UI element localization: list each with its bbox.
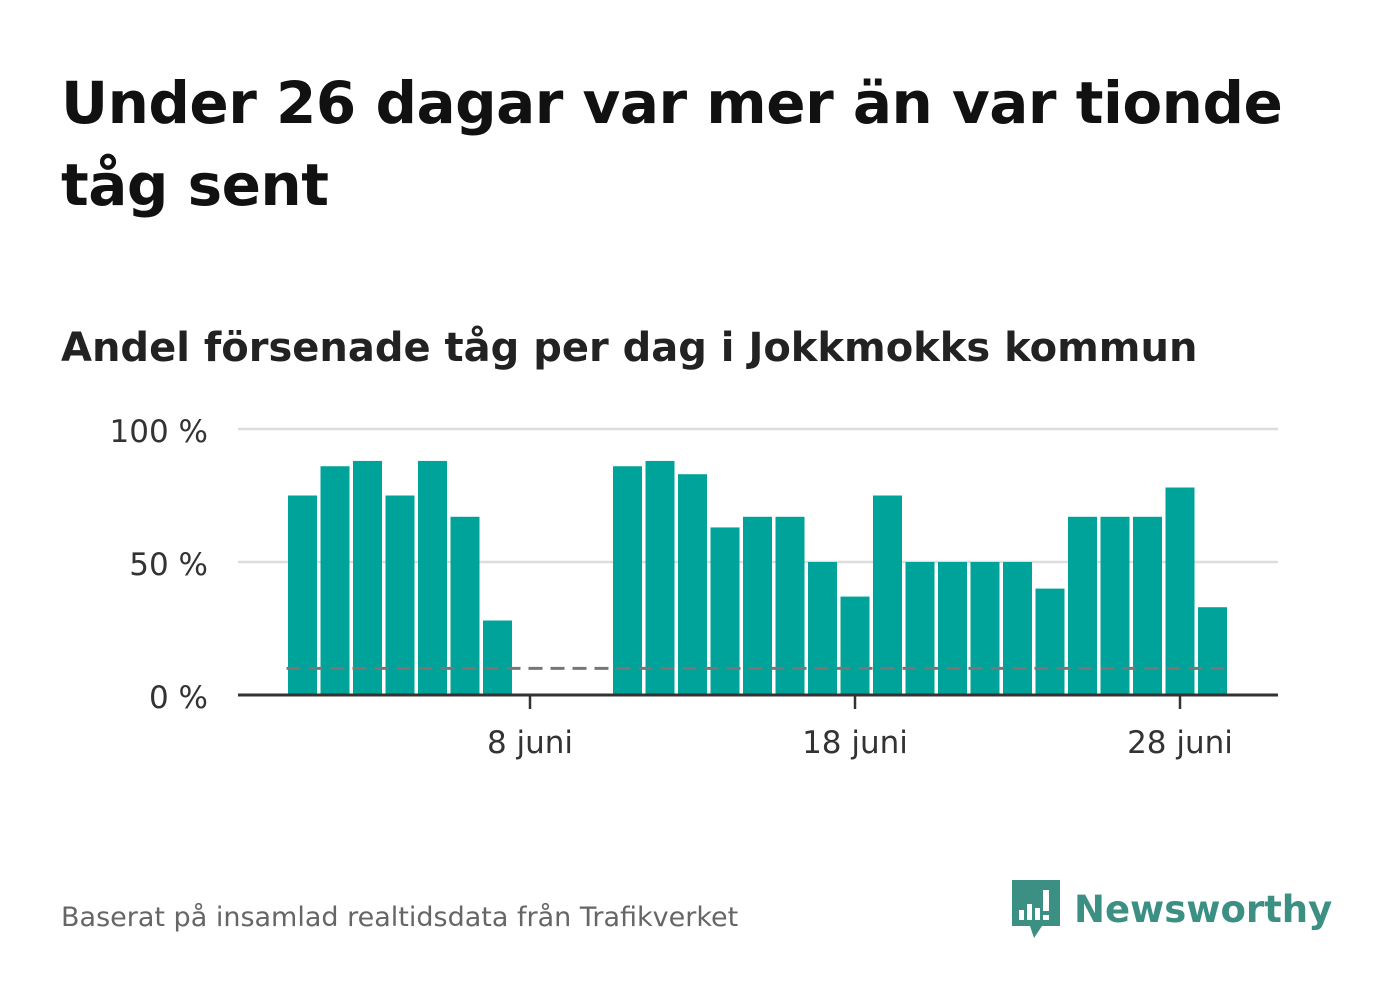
y-tick-label: 50 % xyxy=(129,547,208,583)
source-note: Baserat på insamlad realtidsdata från Tr… xyxy=(61,902,739,933)
bar xyxy=(1198,607,1227,695)
brand-name: Newsworthy xyxy=(1074,887,1333,931)
bar xyxy=(938,562,967,695)
bar xyxy=(450,516,480,695)
bar xyxy=(775,516,805,695)
bar xyxy=(678,474,707,695)
chart-subtitle: Andel försenade tåg per dag i Jokkmokks … xyxy=(61,325,1198,371)
bar xyxy=(320,466,350,695)
bar xyxy=(1133,516,1162,695)
x-tick-label: 28 juni xyxy=(1127,725,1233,761)
bar xyxy=(483,620,512,695)
bar xyxy=(970,562,1000,695)
bar xyxy=(1100,516,1130,695)
bar xyxy=(1035,588,1065,695)
x-tick-label: 8 juni xyxy=(487,725,573,761)
y-tick-label: 0 % xyxy=(149,680,208,716)
bar xyxy=(840,596,870,695)
axes: 0 % 50 % 100 % 8 juni 18 juni 28 juni xyxy=(110,414,1278,761)
bar xyxy=(905,562,935,695)
bar xyxy=(613,466,642,695)
chart-title: Under 26 dagar var mer än var tionde tåg… xyxy=(61,69,1283,219)
bar xyxy=(385,495,415,695)
bar xyxy=(743,516,772,695)
brand-logo[interactable]: Newsworthy xyxy=(1010,878,1332,940)
bar xyxy=(288,495,317,695)
y-tick-label: 100 % xyxy=(110,414,208,450)
bar xyxy=(353,460,382,695)
bar-chart: 0 % 50 % 100 % 8 juni 18 juni 28 juni xyxy=(110,414,1278,761)
bar xyxy=(1068,516,1097,695)
x-tick-label: 18 juni xyxy=(802,725,908,761)
bar xyxy=(873,495,902,695)
bars xyxy=(288,460,1227,695)
bar xyxy=(1165,487,1195,695)
bar xyxy=(645,460,675,695)
bar xyxy=(418,460,447,695)
bar xyxy=(808,562,837,695)
newsworthy-logo-icon xyxy=(1012,880,1060,938)
bar xyxy=(1003,562,1032,695)
